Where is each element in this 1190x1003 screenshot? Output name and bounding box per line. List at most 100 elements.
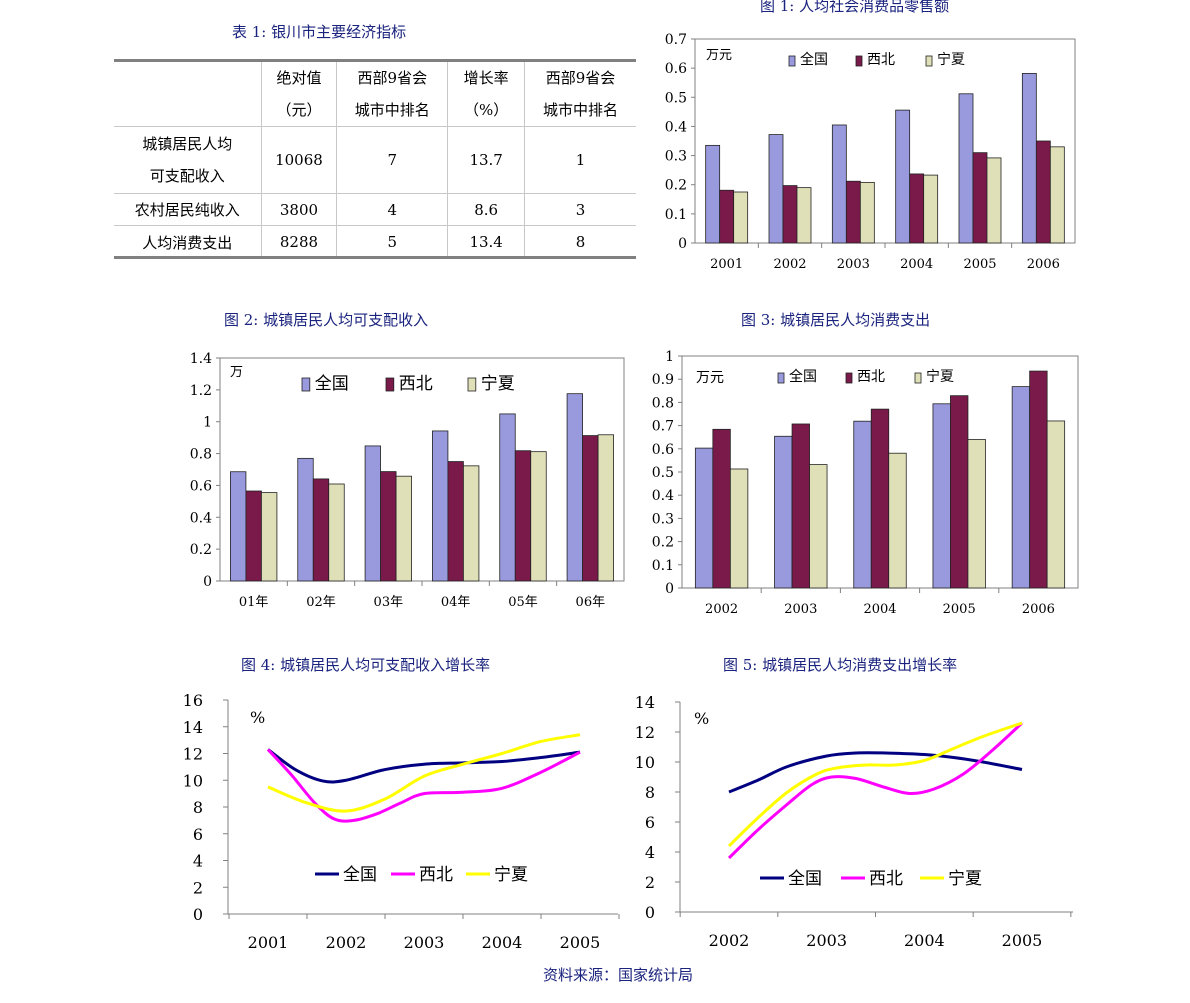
bar	[923, 174, 939, 244]
y-tick-label: 0.4	[652, 488, 674, 504]
x-tick-label: 05年	[508, 595, 538, 610]
x-tick-label: 2004	[904, 931, 945, 950]
y-tick-label: 0	[203, 574, 212, 590]
x-tick-label: 2006	[1022, 602, 1055, 617]
legend-label: 全国	[800, 51, 828, 68]
x-tick-label: 06年	[576, 595, 606, 610]
chart-1-title: 图 1: 人均社会消费品零售额	[760, 0, 950, 15]
x-tick-label: 02年	[306, 595, 336, 610]
legend-swatch	[855, 55, 863, 67]
series-line	[267, 733, 581, 813]
x-tick-label: 04年	[441, 595, 471, 610]
chart-2-title: 图 2: 城镇居民人均可支配收入	[224, 311, 429, 329]
table-bottom-rule	[114, 256, 636, 259]
table-cell: 3800	[260, 193, 337, 226]
y-tick-label: 8	[645, 783, 655, 802]
y-tick-label: 0.6	[665, 61, 687, 77]
header-cell: 西部9省会 城市中排名	[336, 62, 448, 127]
x-tick-label: 2005	[963, 257, 996, 272]
bar	[859, 181, 875, 244]
y-tick-label: 12	[635, 723, 655, 742]
legend-label: 全国	[788, 869, 822, 889]
bar	[395, 475, 412, 582]
x-tick-label: 2005	[943, 602, 976, 617]
unit-label: %	[694, 709, 709, 728]
indicator-table: 绝对值 （元） 西部9省会 城市中排名 增长率 （%） 西部9省会 城市中排名 城镇居民…	[114, 62, 636, 258]
unit-label: 万	[230, 365, 243, 380]
bar	[796, 187, 812, 244]
row-label: 农村居民纯收入	[114, 193, 262, 226]
table-cell: 13.4	[447, 225, 525, 258]
x-tick-label: 2001	[710, 257, 743, 272]
table-cell: 1	[523, 126, 636, 194]
table-caption: 表 1: 银川市主要经济指标	[232, 23, 407, 41]
y-tick-label: 1.4	[190, 351, 212, 367]
table-cell: 13.7	[447, 126, 525, 194]
bar	[967, 439, 986, 589]
legend-swatch	[385, 377, 395, 392]
bar	[597, 434, 614, 582]
x-tick-label: 2003	[404, 933, 445, 952]
series-line	[266, 748, 581, 823]
series-line	[727, 721, 1023, 848]
table-cell: 8.6	[447, 193, 525, 226]
bar	[888, 452, 907, 589]
source-note: 资料来源：国家统计局	[543, 966, 694, 984]
y-tick-label: 16	[183, 691, 203, 710]
table-cell: 7	[336, 126, 448, 194]
x-tick-label: 2003	[784, 602, 817, 617]
unit-label: 万元	[696, 370, 724, 386]
legend-label: 宁夏	[937, 51, 965, 68]
x-tick-label: 01年	[239, 595, 269, 610]
y-tick-label: 0.8	[190, 447, 212, 463]
table-cell: 4	[336, 193, 448, 226]
table-header-row: 绝对值 （元） 西部9省会 城市中排名 增长率 （%） 西部9省会 城市中排名	[114, 62, 636, 127]
y-tick-label: 1	[665, 349, 674, 365]
row-label: 人均消费支出	[114, 225, 262, 258]
bar	[809, 464, 828, 589]
legend-label: 宁夏	[494, 865, 528, 885]
y-tick-label: 10	[183, 771, 203, 790]
y-tick-label: 8	[193, 798, 203, 817]
bar	[261, 492, 278, 582]
bar	[733, 191, 749, 244]
y-tick-label: 0.5	[652, 465, 674, 481]
legend-label: 宁夏	[948, 869, 982, 889]
y-tick-label: 10	[635, 753, 655, 772]
table-cell: 10068	[260, 126, 337, 194]
y-tick-label: 14	[183, 718, 203, 737]
chart-4-title: 图 4: 城镇居民人均可支配收入增长率	[241, 656, 491, 674]
row-label: 城镇居民人均 可支配收入	[114, 126, 262, 194]
y-tick-label: 12	[183, 745, 203, 764]
table-cell: 5	[336, 225, 448, 258]
bar	[530, 451, 547, 582]
y-tick-label: 2	[193, 878, 203, 897]
x-tick-label: 2003	[806, 931, 847, 950]
table-top-rule	[114, 59, 636, 62]
legend-swatch	[467, 377, 477, 392]
plot-frame	[694, 38, 1076, 244]
x-tick-label: 2002	[773, 257, 806, 272]
x-tick-label: 2004	[482, 933, 523, 952]
table-row: 农村居民纯收入 3800 4 8.6 3	[114, 193, 636, 226]
legend-swatch	[925, 55, 933, 67]
y-tick-label: 2	[645, 873, 655, 892]
chart-5-title: 图 5: 城镇居民人均消费支出增长率	[723, 656, 958, 674]
x-tick-label: 2004	[863, 602, 896, 617]
x-tick-label: 2004	[900, 257, 933, 272]
y-tick-label: 0.2	[190, 542, 212, 558]
bar	[729, 468, 749, 589]
y-tick-label: 0.9	[652, 372, 674, 388]
series-line	[728, 751, 1023, 794]
x-tick-label: 2006	[1027, 257, 1060, 272]
x-tick-label: 2001	[248, 933, 289, 952]
y-tick-label: 0.2	[652, 535, 674, 551]
y-tick-label: 0	[645, 903, 655, 922]
bar	[1049, 146, 1065, 244]
x-tick-label: 2002	[705, 602, 738, 617]
legend-swatch	[788, 55, 796, 67]
legend-label: 宁夏	[926, 368, 954, 385]
